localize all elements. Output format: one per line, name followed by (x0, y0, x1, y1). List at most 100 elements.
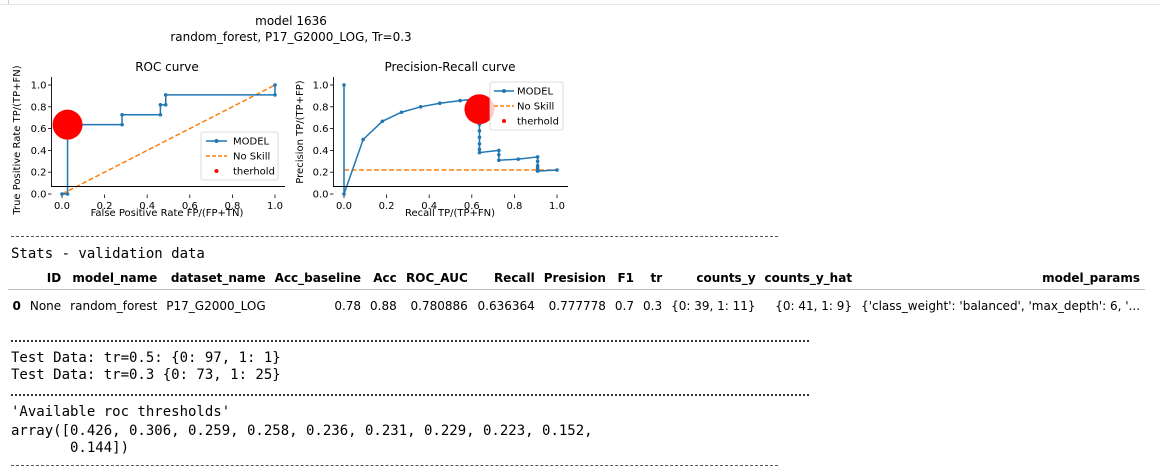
table-cell: 0.636364 (477, 299, 535, 313)
roc-model-point (273, 93, 277, 97)
pr-model-point (497, 152, 501, 157)
test-data-line-1: Test Data: tr=0.5: {0: 97, 1: 1} (11, 350, 281, 366)
separator-dots-1 (11, 340, 809, 343)
roc-ylabel: True Positive Rate TP/(TP+FN) (12, 65, 23, 215)
pr-model-point (516, 157, 521, 161)
roc-x-tick-label: 0.8 (224, 201, 240, 212)
pr-model-point (477, 135, 482, 140)
pr-xlabel: Recall TP/(TP+FN) (405, 208, 495, 219)
column-header: ROC_AUC (406, 270, 468, 285)
pr-x-tick-label: 0.0 (336, 201, 352, 212)
pr-model-point (438, 101, 442, 106)
pr-model-point (477, 147, 482, 152)
pr-y-tick-label: 1.0 (313, 81, 329, 92)
table-cell: 0.3 (643, 299, 663, 313)
thresholds-title: 'Available roc thresholds' (11, 404, 231, 420)
pr-legend: MODEL No Skill therhold (489, 81, 564, 131)
pr-x-tick-label: 0.2 (379, 201, 395, 212)
roc-threshold-point (52, 109, 83, 140)
separator-dashes-1 (11, 236, 778, 238)
table-row: 0 None random_forest P17_G2000_LOG 0.78 … (8, 290, 1145, 323)
pr-model-point (342, 83, 346, 87)
figure-title-line2: random_forest, P17_G2000_LOG, Tr=0.3 (170, 30, 411, 44)
pr-x-tick-label: 0.4 (421, 201, 437, 212)
roc-x-tick-label: 0.0 (54, 201, 70, 212)
roc-legend-model-marker (214, 139, 219, 143)
column-header: counts_y_hat (764, 270, 853, 285)
roc-x-tick-label: 0.6 (182, 201, 198, 212)
thresholds-array-line-2: 0.144]) (11, 440, 130, 456)
roc-chart: ROC curve 0.00.20.40.60.81.0 0.0 0.2 0.4 0.… (12, 60, 285, 219)
roc-noskill-line (61, 84, 276, 195)
pr-legend-threshold-marker (502, 119, 506, 123)
roc-model-point (120, 112, 124, 117)
roc-x-ticks: 0.0 0.2 0.4 0.6 0.8 1.0 (54, 194, 283, 212)
pr-legend-noskill: No Skill (517, 102, 554, 113)
stats-header: Stats - validation data (11, 246, 205, 262)
pr-model-point (535, 159, 540, 164)
roc-chart-title: ROC curve (135, 60, 199, 74)
cell-top-border (0, 0, 1160, 5)
stats-table-header-row: ID model_name dataset_name Acc_baseline … (8, 266, 1145, 290)
table-cell: {0: 41, 1: 9} (775, 299, 853, 313)
pr-legend-model: MODEL (517, 87, 554, 98)
roc-legend-threshold: therhold (233, 167, 275, 178)
table-cell: 0.780886 (410, 299, 468, 313)
table-cell: 0.7 (614, 299, 635, 313)
roc-model-point (158, 103, 163, 107)
roc-xlabel: False Positive Rate FP/(FP+TN) (91, 208, 244, 219)
roc-y-tick-label: 0.2 (31, 168, 47, 179)
column-header: tr (650, 270, 663, 285)
pr-ylabel: Precision TP/(TP+FP) (295, 80, 306, 184)
pr-threshold-point (464, 94, 495, 125)
pr-model-point (477, 150, 482, 155)
table-cell: 0.78 (334, 299, 362, 313)
roc-model-point (60, 192, 64, 196)
pr-chart: Precision-Recall curve 0.0 0.2 0.4 0.6 0.8 1.… (295, 60, 568, 219)
column-header: dataset_name (170, 270, 266, 285)
column-header: Acc_baseline (274, 270, 362, 285)
roc-model-point (273, 83, 277, 87)
table-cell: random_forest (70, 299, 158, 313)
pr-model-point (458, 98, 462, 103)
pr-x-tick-label: 1.0 (549, 201, 565, 212)
column-header (8, 266, 25, 290)
roc-model-point (120, 122, 124, 127)
pr-model-point (361, 137, 365, 142)
roc-model-point (158, 112, 163, 117)
roc-y-tick-label: 0.8 (31, 102, 47, 113)
column-header: Acc (373, 270, 397, 285)
pr-legend-model-marker (502, 89, 506, 93)
pr-model-point (497, 148, 501, 153)
roc-model-point (163, 93, 168, 97)
roc-legend-noskill: No Skill (233, 152, 270, 163)
table-cell: {0: 39, 1: 11} (671, 299, 756, 313)
pr-legend-threshold: therhold (517, 117, 559, 128)
column-header: model_name (72, 270, 158, 285)
pr-y-tick-label: 0.8 (313, 102, 329, 113)
stats-table: ID model_name dataset_name Acc_baseline … (8, 266, 1145, 322)
table-cell: P17_G2000_LOG (166, 299, 266, 313)
table-cell: {'class_weight': 'balanced', 'max_depth'… (861, 299, 1141, 313)
roc-x-tick-label: 1.0 (267, 201, 283, 212)
pr-model-point (477, 128, 482, 133)
pr-plot-area (342, 83, 559, 196)
table-cell: None (29, 299, 62, 313)
column-header: Recall (493, 270, 535, 285)
separator-dots-2 (11, 394, 809, 397)
roc-model-point (65, 192, 70, 196)
roc-y-tick-label: 0.0 (31, 190, 47, 201)
pr-x-tick-label: 0.6 (464, 201, 480, 212)
pr-chart-title: Precision-Recall curve (384, 60, 515, 74)
roc-y-ticks: 0.0 0.2 0.4 0.6 0.8 1.0 (31, 81, 52, 201)
roc-y-tick-label: 0.4 (31, 146, 47, 157)
figure-title-line1: model 1636 (255, 14, 327, 28)
roc-x-tick-label: 0.2 (97, 201, 113, 212)
column-header: model_params (1042, 270, 1141, 285)
pr-y-tick-label: 0.0 (313, 190, 329, 201)
roc-model-point (163, 103, 168, 107)
pr-y-tick-label: 0.2 (313, 168, 329, 179)
test-data-line-2: Test Data: tr=0.3 {0: 73, 1: 25} (11, 367, 281, 383)
roc-legend: MODEL No Skill therhold (200, 131, 279, 181)
pr-y-tick-label: 0.4 (313, 146, 329, 157)
